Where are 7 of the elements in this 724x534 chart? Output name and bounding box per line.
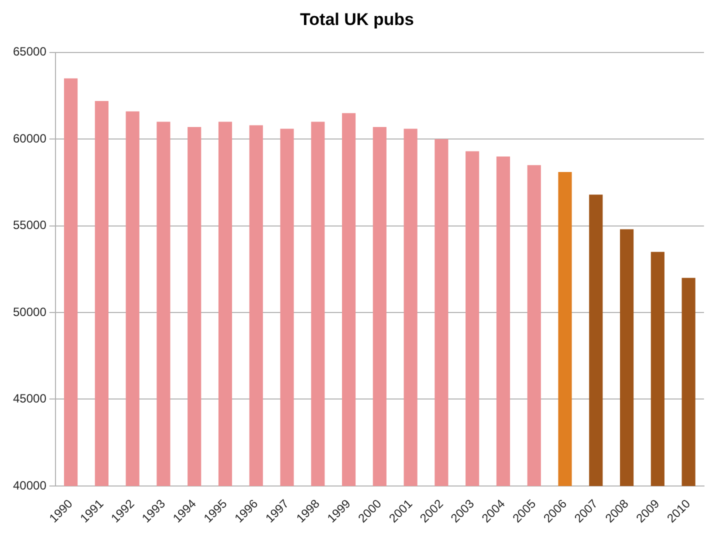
chart-title: Total UK pubs <box>300 10 414 29</box>
y-tick-label: 55000 <box>12 218 47 232</box>
y-tick-label: 65000 <box>12 44 47 59</box>
y-tick-label: 40000 <box>12 478 47 492</box>
y-tick-label: 60000 <box>12 131 47 146</box>
y-tick-label: 45000 <box>12 392 47 406</box>
y-tick-label: 50000 <box>12 304 47 319</box>
